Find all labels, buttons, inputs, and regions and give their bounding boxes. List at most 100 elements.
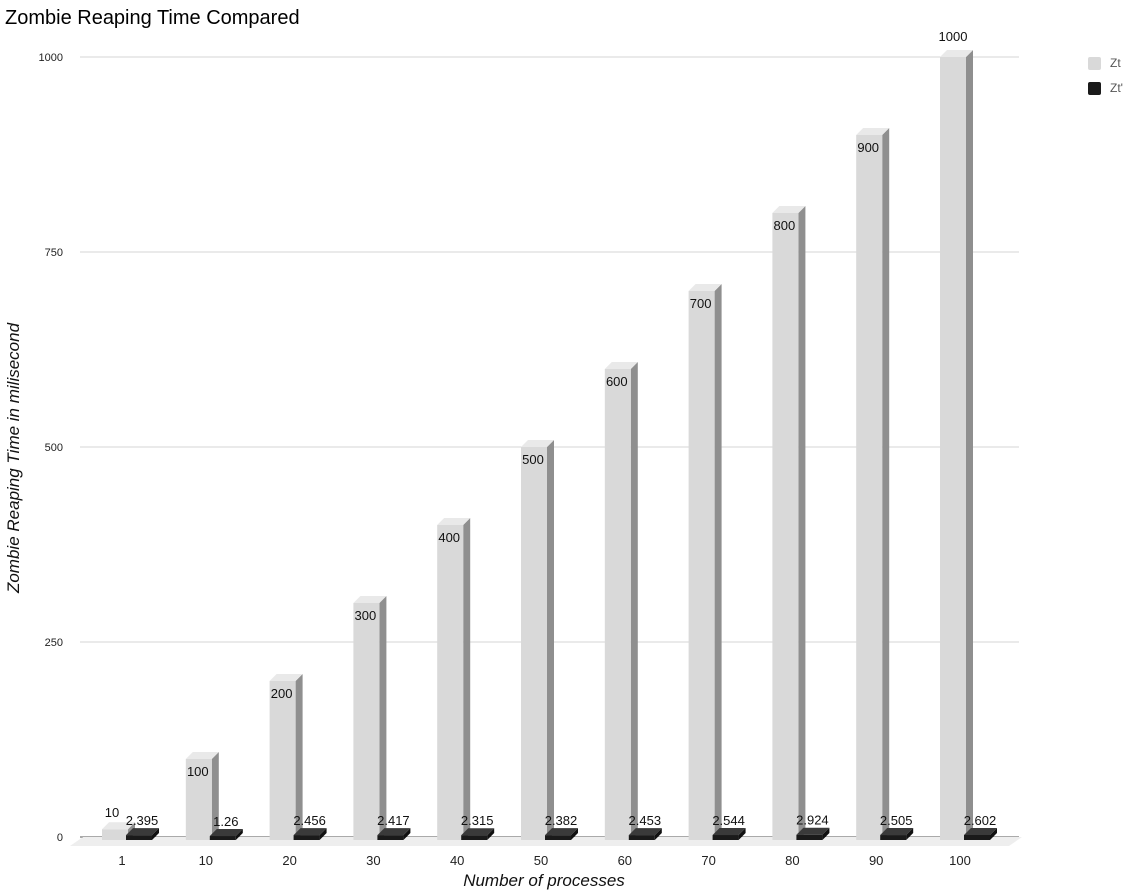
x-tick-label: 40: [450, 853, 464, 868]
bar-side: [798, 206, 806, 840]
bar-top: [269, 674, 303, 681]
x-tick-label: 90: [869, 853, 883, 868]
data-label: 2.505: [880, 813, 913, 828]
bar-side: [211, 752, 219, 840]
bar-top: [353, 596, 387, 603]
bar-side: [403, 828, 411, 840]
bar-top: [880, 828, 914, 836]
bar-front: [185, 759, 212, 840]
bar-front: [209, 836, 236, 840]
bar-side: [906, 828, 914, 840]
data-label: 200: [271, 686, 293, 701]
data-label: 2.544: [712, 813, 745, 828]
bar-zt-50: 2.382: [545, 813, 578, 840]
legend-label: Zt': [1110, 81, 1123, 95]
bar-front: [102, 829, 128, 840]
legend-label: Zt: [1110, 56, 1121, 70]
bar-top: [964, 827, 997, 835]
data-label: 400: [438, 530, 460, 545]
x-tick-label: 30: [366, 853, 380, 868]
data-label: 300: [355, 608, 377, 623]
bar-side: [463, 518, 471, 840]
bar-zt-1: 10: [102, 805, 135, 840]
legend-swatch: [1088, 82, 1101, 95]
x-axis-label: Number of processes: [463, 871, 625, 890]
x-tick-label: 60: [618, 853, 632, 868]
data-label: 800: [774, 218, 796, 233]
bar-front: [964, 834, 990, 840]
data-label: 1.26: [213, 814, 238, 829]
bar-side: [882, 128, 890, 840]
bar-top: [293, 828, 327, 836]
bar-top: [628, 828, 662, 836]
bar-side: [654, 828, 662, 840]
bar-front: [856, 135, 883, 840]
x-tick-label: 80: [785, 853, 799, 868]
x-tick-label: 50: [534, 853, 548, 868]
bar-zt-20: 200: [269, 674, 303, 840]
bar-top: [712, 828, 746, 836]
bar-front: [604, 369, 631, 840]
bar-side: [319, 828, 327, 840]
legend: Zt Zt': [1088, 56, 1123, 95]
bar-front: [353, 603, 380, 840]
bar-zt-10: 100: [185, 752, 219, 840]
bar-front: [126, 835, 152, 840]
bar-front: [293, 835, 320, 840]
y-tick-label: 500: [45, 442, 63, 454]
data-label: 2.924: [796, 813, 829, 828]
bar-side: [295, 674, 303, 840]
bar-zt-1: 2.395: [126, 813, 159, 840]
bar-top: [796, 827, 830, 835]
bar-top: [126, 828, 159, 836]
data-label: 900: [857, 140, 879, 155]
data-label: 2.456: [293, 813, 326, 828]
bar-top: [461, 828, 495, 836]
x-tick-label: 20: [282, 853, 296, 868]
bar-side: [822, 827, 830, 840]
y-tick-label: 750: [45, 247, 63, 259]
bar-front: [269, 681, 296, 840]
bar-front: [796, 834, 823, 840]
bar-zt-70: 2.544: [712, 813, 746, 840]
y-tick-label: 250: [45, 637, 63, 649]
y-tick-label: 1000: [39, 52, 63, 64]
bar-front: [545, 835, 571, 840]
bar-zt-50: 500: [521, 440, 554, 840]
bar-zt-10: 1.26: [209, 814, 243, 840]
bar-front: [377, 835, 404, 840]
bar-top: [688, 284, 722, 291]
data-label: 2.382: [545, 813, 578, 828]
bar-side: [235, 829, 243, 840]
bar-top: [856, 128, 890, 135]
bar-front: [521, 447, 547, 840]
bar-zt-60: 600: [604, 362, 638, 840]
data-label: 700: [690, 296, 712, 311]
bar-front: [712, 835, 739, 840]
bar-top: [604, 362, 638, 369]
bar-zt-20: 2.456: [293, 813, 327, 840]
bar-front: [880, 835, 907, 840]
bar-top: [521, 440, 554, 447]
bar-side: [714, 284, 722, 840]
legend-swatch: [1088, 57, 1101, 70]
data-label: 10: [105, 805, 119, 820]
bar-side: [547, 440, 554, 840]
bar-front: [688, 291, 715, 840]
data-label: 2.602: [964, 813, 997, 828]
bar-side: [379, 596, 387, 840]
bar-top: [545, 828, 578, 836]
bar-front: [940, 57, 966, 840]
bars: 10 2.395 100 1.26 200 2.456 300 2.417 400 2.315 50…: [102, 29, 997, 840]
bar-front: [461, 835, 488, 840]
bar-zt-60: 2.453: [629, 813, 662, 840]
bar-zt-70: 700: [688, 284, 722, 840]
y-tick-label: 0: [57, 832, 63, 844]
data-label: 1000: [939, 29, 968, 44]
bar-zt-80: 800: [772, 206, 806, 840]
data-label: 2.395: [126, 813, 159, 828]
bar-top: [185, 752, 219, 759]
bar-top: [772, 206, 806, 213]
bar-front: [437, 525, 464, 840]
